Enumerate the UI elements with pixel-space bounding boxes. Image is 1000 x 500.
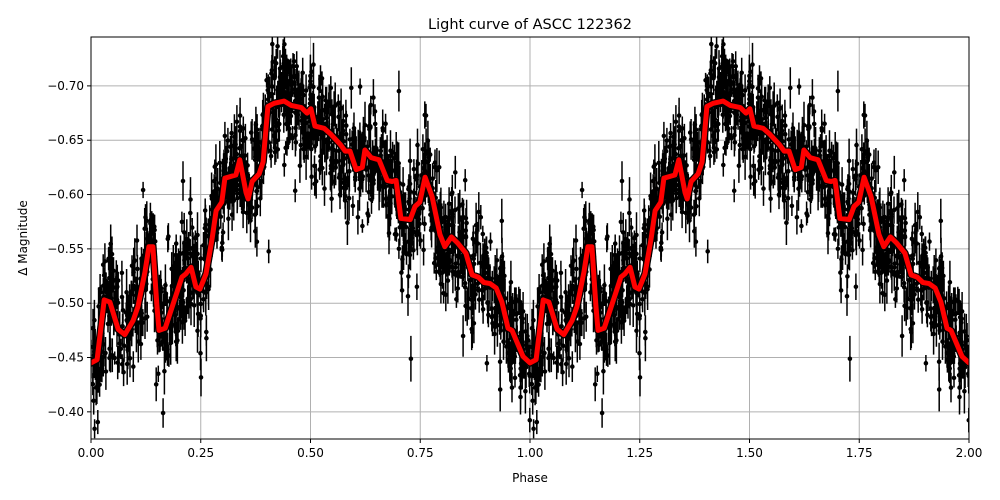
y-tick-label: −0.60 [47,188,84,202]
x-tick-label: 1.75 [846,446,873,460]
x-tick-label: 0.00 [78,446,105,460]
x-tick-label: 1.25 [626,446,653,460]
y-tick-label: −0.40 [47,405,84,419]
model-curve [91,97,969,367]
y-tick-label: −0.55 [47,242,84,256]
y-tick-label: −0.50 [47,296,84,310]
y-axis-label: Δ Magnitude [16,200,30,276]
x-tick-label: 0.75 [407,446,434,460]
y-axis-ticks: −0.40 −0.45 −0.50 −0.55 −0.60 −0.65 −0.70 [47,79,91,419]
x-tick-label: 0.50 [297,446,324,460]
x-tick-label: 1.00 [517,446,544,460]
chart-title: Light curve of ASCC 122362 [428,17,632,33]
x-axis-ticks: 0.00 0.25 0.50 0.75 1.00 1.25 1.50 1.75 2.00 [78,439,983,460]
x-axis-label: Phase [512,471,548,485]
y-tick-label: −0.45 [47,351,84,365]
x-tick-label: 2.00 [956,446,983,460]
y-tick-label: −0.65 [47,133,84,147]
x-tick-label: 1.50 [736,446,763,460]
y-tick-label: −0.70 [47,79,84,93]
x-tick-label: 0.25 [187,446,214,460]
